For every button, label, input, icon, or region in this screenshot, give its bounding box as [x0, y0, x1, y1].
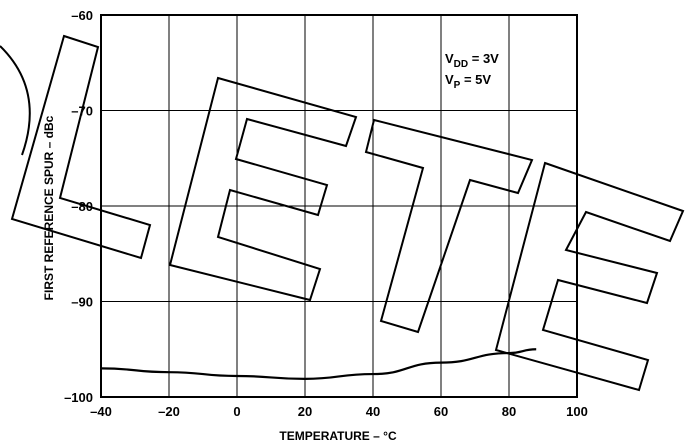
y-tick-label: –80 — [71, 199, 93, 214]
watermark-letter-l — [10, 34, 152, 260]
y-tick-label: –70 — [71, 104, 93, 119]
y-axis-label: FIRST REFERENCE SPUR – dBc — [42, 115, 56, 300]
x-tick-label: 60 — [434, 404, 448, 419]
watermark-letter-o — [0, 45, 31, 156]
y-tick-label: –60 — [71, 8, 93, 23]
x-tick-label: 100 — [566, 404, 588, 419]
obsolete-watermark — [0, 34, 685, 392]
watermark-letter-t — [364, 118, 534, 334]
x-tick-label: 0 — [233, 404, 240, 419]
y-tick-label: –90 — [71, 295, 93, 310]
grid — [101, 15, 577, 397]
y-tick-label: –100 — [64, 390, 93, 405]
plot-frame — [100, 14, 578, 398]
x-tick-label: 40 — [366, 404, 380, 419]
y-tick-labels: –60 –70 –80 –90 –100 — [64, 8, 93, 405]
x-tick-labels: –40 –20 0 20 40 60 80 100 — [90, 404, 588, 419]
series-line-0 — [100, 348, 537, 380]
x-tick-label: –20 — [158, 404, 180, 419]
x-tick-label: –40 — [90, 404, 112, 419]
plot-border — [100, 14, 578, 398]
x-axis-label: TEMPERATURE – °C — [279, 429, 397, 443]
series-layer — [100, 348, 537, 380]
x-tick-label: 80 — [502, 404, 516, 419]
watermark-letter-e1 — [168, 76, 358, 302]
annotation-vp: VP = 5V — [445, 72, 491, 91]
watermark-letter-e2 — [494, 161, 685, 392]
x-tick-label: 20 — [298, 404, 312, 419]
annotation-vdd: VDD = 3V — [445, 51, 499, 70]
legend-annotation: VDD = 3V VP = 5V — [445, 51, 499, 91]
